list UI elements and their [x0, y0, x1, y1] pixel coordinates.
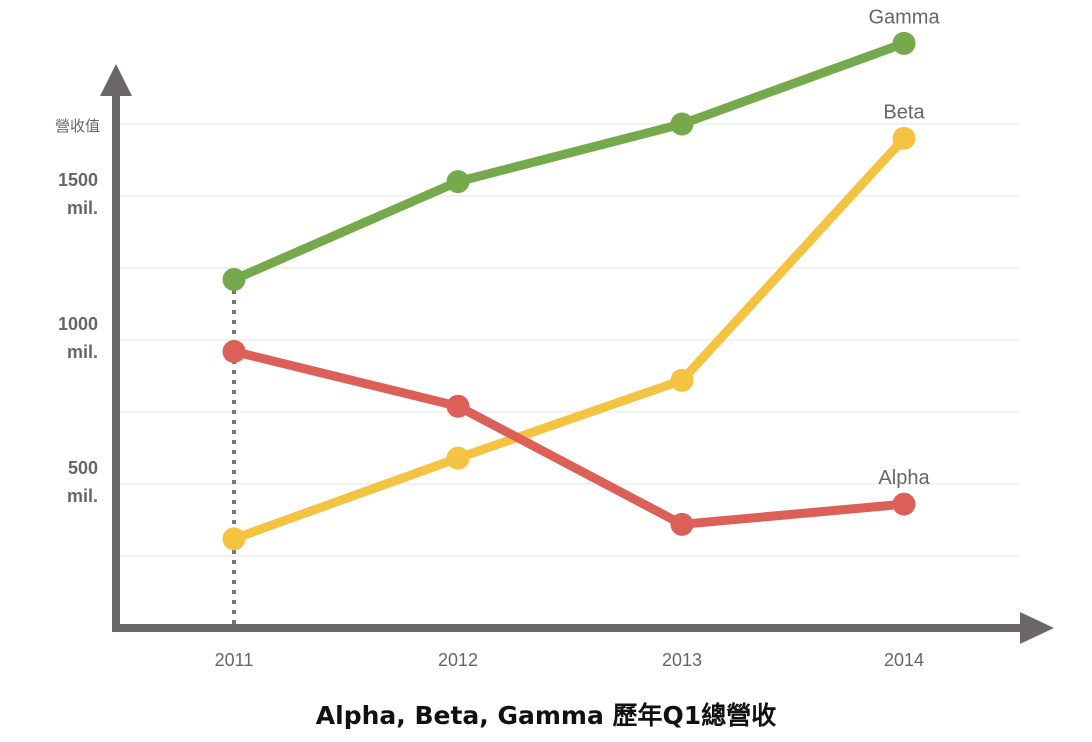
data-point-gamma — [446, 170, 470, 194]
series-line-alpha — [229, 347, 909, 529]
x-tick-label: 2011 — [215, 650, 254, 670]
grid-lines — [116, 123, 1018, 557]
series-label-beta: Beta — [883, 101, 925, 123]
data-point-alpha — [892, 492, 916, 516]
chart-title: Alpha, Beta, Gamma 歷年Q1總營收 — [315, 701, 777, 730]
y-tick-label: 500 — [68, 458, 98, 478]
y-tick-unit: mil. — [67, 486, 98, 506]
y-tick-label: 1500 — [58, 170, 98, 190]
y-axis-arrow — [100, 64, 132, 96]
data-point-alpha — [222, 340, 246, 364]
data-point-alpha — [670, 512, 694, 536]
data-point-alpha — [446, 394, 470, 418]
data-point-gamma — [892, 31, 916, 55]
y-tick-labels: 500 mil. 1000 mil. 1500 mil. — [58, 170, 98, 506]
data-point-gamma — [222, 268, 246, 292]
data-point-beta — [222, 527, 246, 551]
line-chart: 500 mil. 1000 mil. 1500 mil. 營收值 2011 2012 2013… — [55, 6, 1054, 670]
x-tick-labels: 2011 2012 2013 2014 — [215, 650, 924, 670]
data-point-beta — [670, 368, 694, 392]
axes — [100, 64, 1054, 644]
data-point-gamma — [670, 112, 694, 136]
series-labels: Gamma Beta Alpha — [868, 6, 940, 489]
x-tick-label: 2013 — [662, 650, 702, 670]
series-line-beta — [229, 133, 909, 544]
y-tick-unit: mil. — [67, 198, 98, 218]
series-lines — [222, 31, 916, 551]
x-tick-label: 2012 — [438, 650, 478, 670]
x-axis-arrow — [1020, 612, 1054, 644]
data-point-beta — [446, 446, 470, 470]
y-axis-title: 營收值 — [55, 117, 100, 135]
series-line-gamma — [229, 38, 909, 285]
y-tick-label: 1000 — [58, 314, 98, 334]
data-point-beta — [892, 126, 916, 150]
y-tick-unit: mil. — [67, 342, 98, 362]
series-label-gamma: Gamma — [868, 6, 940, 28]
x-tick-label: 2014 — [884, 650, 924, 670]
series-label-alpha: Alpha — [878, 467, 930, 489]
